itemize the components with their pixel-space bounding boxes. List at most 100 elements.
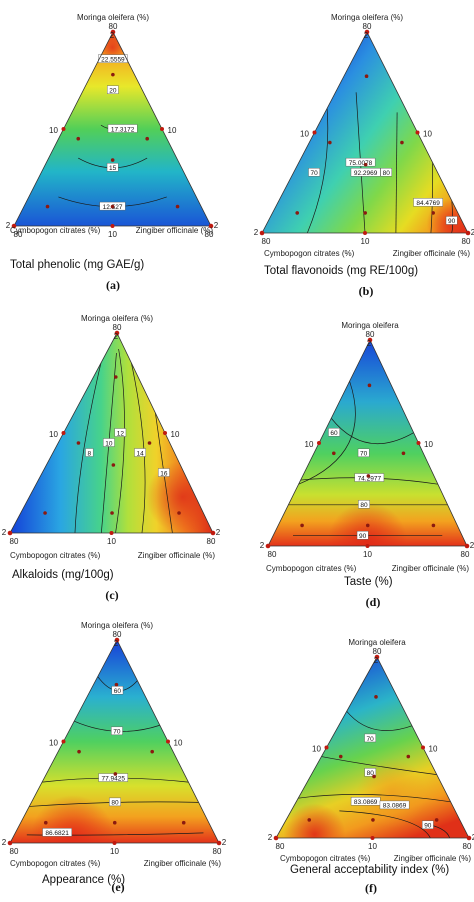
edge-point: [421, 745, 425, 750]
contour-value: 70: [113, 729, 121, 736]
right-min-label: 2: [470, 541, 474, 550]
vertex-point: [110, 29, 116, 35]
left-max-label: 80: [268, 550, 277, 559]
design-point: [374, 695, 378, 699]
left-mid-label: 10: [49, 739, 58, 748]
design-point: [110, 204, 115, 209]
design-point: [372, 774, 376, 779]
design-point: [114, 682, 119, 687]
left-max-label: 80: [10, 537, 19, 546]
panel-letter: (b): [359, 284, 374, 298]
contour-label: 14: [134, 448, 146, 457]
contour-label: 77.9425: [98, 773, 129, 782]
panel-title: General acceptability index (%): [290, 864, 449, 876]
top-max-label: 80: [113, 323, 122, 332]
design-point: [328, 140, 332, 145]
design-point: [363, 211, 368, 215]
design-point: [43, 511, 47, 515]
contour-line: [330, 418, 414, 445]
contour-label: 20: [107, 85, 119, 95]
contour-value: 74.2977: [358, 475, 382, 482]
panel-title: Alkaloids (mg/100g): [12, 569, 114, 581]
top-max-label: 80: [366, 330, 375, 339]
contour-label: 15: [106, 163, 119, 172]
design-point: [76, 136, 81, 141]
right-axis-label: Zingiber officinale (%): [394, 854, 472, 863]
contour-line: [339, 810, 431, 838]
top-axis-label: Moringa oleifera: [348, 638, 406, 647]
top-axis-label: Moringa oleifera (%): [77, 13, 149, 22]
edge-point: [415, 130, 420, 135]
design-point: [401, 451, 406, 456]
edge-point: [363, 231, 367, 235]
right-mid-label: 10: [424, 440, 433, 449]
contour-value: 60: [114, 688, 122, 695]
right-axis-label: Zingiber officinale (%): [393, 249, 471, 258]
top-min-label: 2: [364, 31, 369, 40]
design-point: [366, 474, 371, 478]
contour-label: 74.2977: [354, 473, 385, 482]
contour-value: 84.4769: [416, 200, 440, 207]
top-min-label: 2: [374, 656, 379, 665]
contour-line: [321, 756, 437, 775]
edge-point: [324, 745, 329, 750]
right-axis-label: Zingiber officinale (%): [144, 859, 222, 868]
contour-label: 80: [109, 797, 121, 807]
contour-value: 16: [160, 470, 168, 477]
design-point: [338, 754, 343, 759]
top-max-label: 80: [373, 647, 382, 656]
design-point: [45, 204, 50, 209]
left-axis-label: Cymbopogon citrates (%): [264, 249, 355, 258]
vertex-point: [466, 835, 472, 841]
contour-value: 17.3172: [111, 126, 135, 133]
design-point: [400, 140, 404, 145]
right-mid-label: 10: [171, 430, 180, 439]
panel-letter: (a): [106, 278, 120, 292]
vertex-point: [465, 230, 471, 236]
ternary-panel-5: 60 70 77.9425 80 86.6821 Moringa oleifera (%)…: [2, 621, 227, 894]
contour-label: 80: [358, 500, 370, 509]
vertex-point: [364, 29, 370, 35]
contour-value: 60: [330, 430, 338, 437]
contour-label: 84.4769: [413, 198, 443, 207]
left-axis-label: Cymbopogon citrates (%): [10, 226, 101, 235]
right-mid-label: 10: [168, 126, 177, 135]
response-surface: [10, 640, 219, 843]
design-point: [307, 818, 312, 822]
contour-value: 75.0078: [349, 160, 373, 167]
top-min-label: 2: [114, 639, 119, 648]
contour-label: 80: [364, 768, 377, 777]
left-min-label: 2: [6, 221, 11, 230]
contour-label: 22.5559: [98, 54, 128, 63]
vertex-point: [7, 530, 13, 536]
contour-value: 10: [105, 440, 113, 447]
design-point: [77, 749, 81, 754]
design-point: [295, 211, 300, 215]
vertex-point: [273, 835, 279, 841]
top-max-label: 80: [109, 22, 118, 31]
contour-label: 90: [422, 820, 434, 830]
edge-point: [370, 836, 375, 840]
contour-value: 70: [360, 451, 368, 458]
contour-value: 80: [360, 502, 368, 509]
design-point: [363, 162, 368, 167]
edge-point: [61, 739, 66, 744]
left-mid-label: 10: [300, 130, 309, 139]
top-max-label: 80: [113, 630, 122, 639]
panel-letter: (e): [111, 880, 124, 894]
left-min-label: 2: [254, 228, 259, 237]
contour-label: 10: [103, 438, 115, 447]
contour-label: 70: [111, 726, 123, 736]
edge-point: [160, 127, 164, 131]
left-min-label: 2: [260, 541, 265, 550]
edge-point: [416, 441, 421, 445]
left-max-label: 80: [262, 237, 271, 246]
contour-value: 15: [109, 165, 117, 172]
right-max-label: 80: [461, 550, 470, 559]
design-point: [371, 818, 375, 822]
contour-label: 12: [114, 428, 127, 437]
left-min-label: 2: [2, 528, 7, 537]
